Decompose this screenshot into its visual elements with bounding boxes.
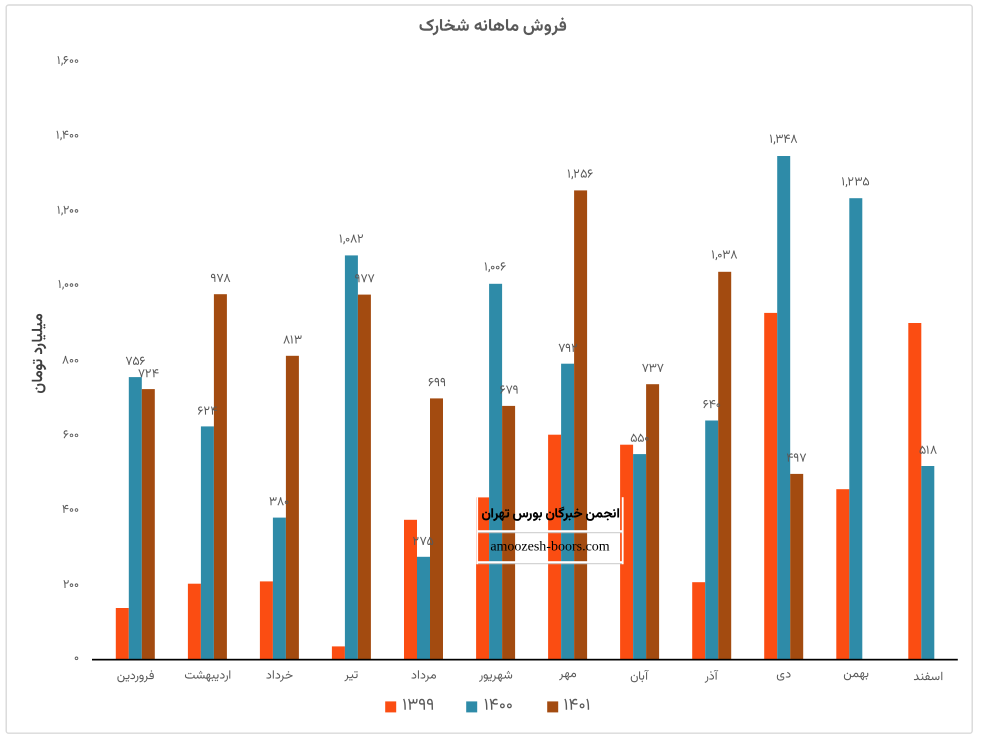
svg-text:amoozesh-boors.com: amoozesh-boors.com — [490, 540, 609, 555]
